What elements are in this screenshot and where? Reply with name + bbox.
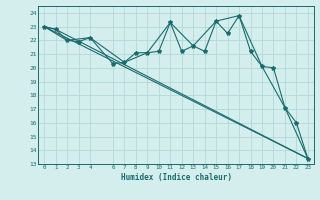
X-axis label: Humidex (Indice chaleur): Humidex (Indice chaleur) (121, 173, 231, 182)
